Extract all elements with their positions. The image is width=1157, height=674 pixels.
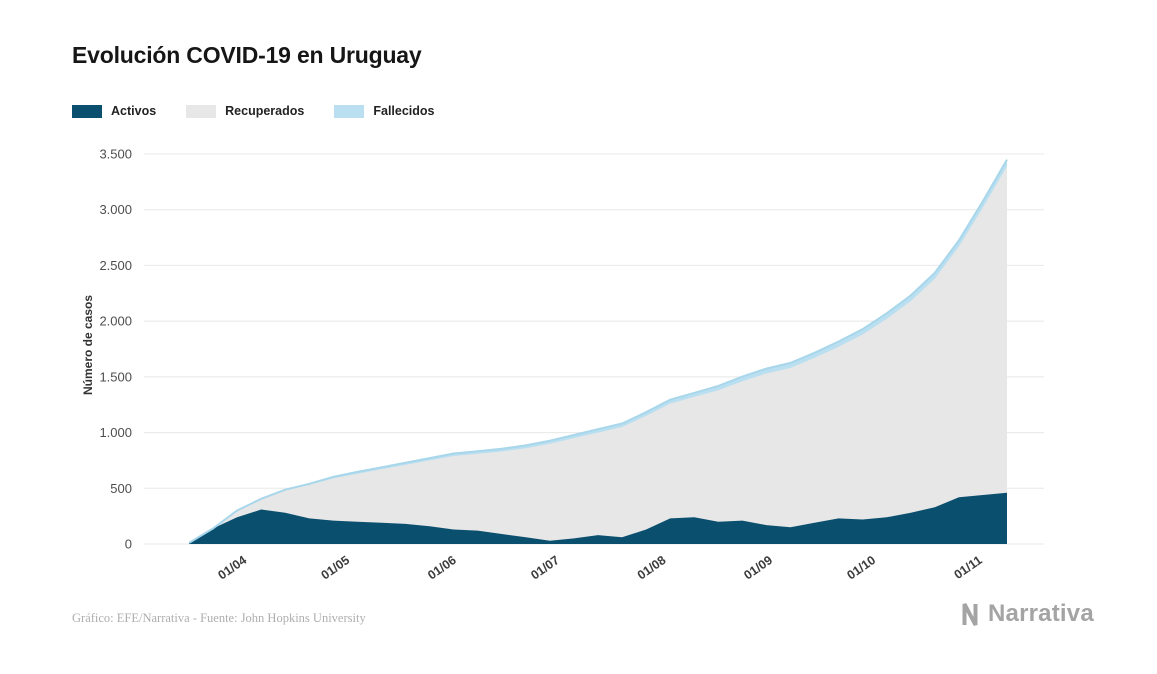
legend-swatch-recuperados <box>186 104 217 118</box>
legend-swatch-fallecidos <box>334 104 365 118</box>
svg-text:01/08: 01/08 <box>635 553 669 582</box>
source-credit: Gráfico: EFE/Narrativa - Fuente: John Ho… <box>72 611 366 625</box>
narrativa-icon <box>962 603 978 626</box>
svg-text:500: 500 <box>110 481 132 496</box>
legend-label-fallecidos: Fallecidos <box>373 104 435 118</box>
legend-swatch-activos <box>72 104 102 118</box>
svg-text:0: 0 <box>125 537 132 552</box>
legend: Activos Recuperados Fallecidos <box>72 104 435 118</box>
chart-title: Evolución COVID-19 en Uruguay <box>72 42 422 68</box>
svg-text:3.000: 3.000 <box>99 202 132 217</box>
svg-text:01/04: 01/04 <box>215 553 249 582</box>
svg-text:01/09: 01/09 <box>741 553 775 582</box>
svg-text:01/05: 01/05 <box>319 553 353 582</box>
narrativa-wordmark: Narrativa <box>988 600 1094 627</box>
chart-area: 0 500 1.000 1.500 2.000 2.500 3.000 3.500 01/04 0… <box>70 140 1090 630</box>
legend-item-fallecidos: Fallecidos <box>334 104 435 118</box>
svg-text:1.000: 1.000 <box>99 425 132 440</box>
svg-text:01/10: 01/10 <box>844 553 878 582</box>
svg-text:01/06: 01/06 <box>425 553 459 582</box>
legend-item-recuperados: Recuperados <box>186 104 304 118</box>
narrativa-logo: Narrativa <box>958 600 1094 628</box>
legend-label-recuperados: Recuperados <box>225 104 305 118</box>
svg-text:2.000: 2.000 <box>99 314 132 329</box>
stacked-area-chart: 0 500 1.000 1.500 2.000 2.500 3.000 3.500 01/04 0… <box>99 147 1044 582</box>
legend-label-activos: Activos <box>111 104 157 118</box>
svg-text:1.500: 1.500 <box>99 369 132 384</box>
legend-item-activos: Activos <box>72 104 156 118</box>
svg-text:01/07: 01/07 <box>528 553 562 582</box>
svg-text:3.500: 3.500 <box>99 147 132 162</box>
svg-text:01/11: 01/11 <box>952 553 985 582</box>
svg-text:2.500: 2.500 <box>99 258 132 273</box>
